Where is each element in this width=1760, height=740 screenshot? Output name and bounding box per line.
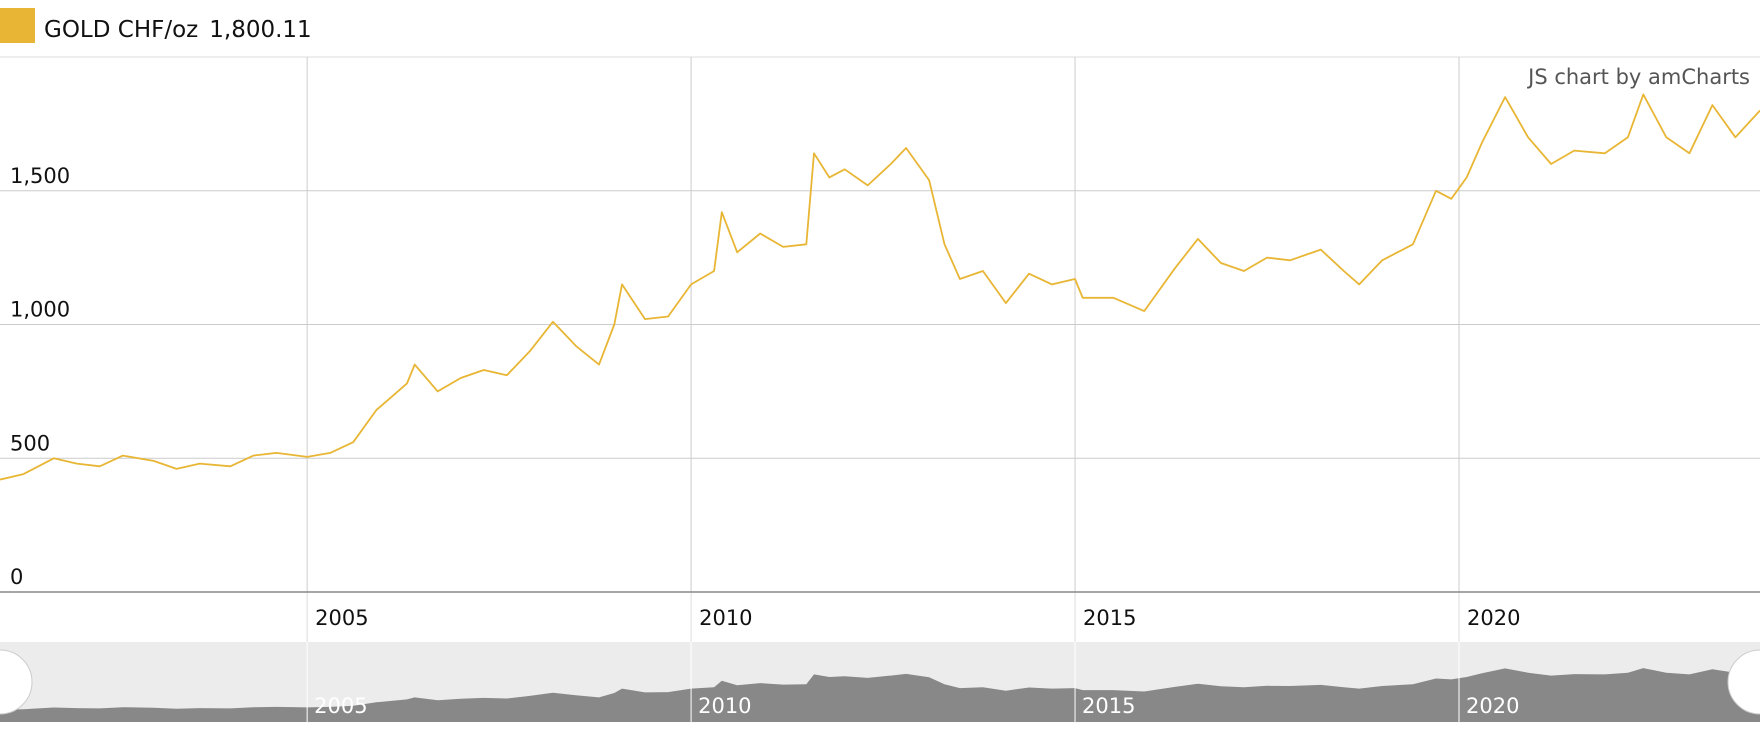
- scroll-grip-left[interactable]: [0, 649, 33, 715]
- scrollbar-area: [0, 668, 1760, 722]
- y-tick-label: 1,500: [10, 164, 70, 188]
- scrollbar-label: 2005: [314, 694, 367, 718]
- legend-value: 1,800.11: [209, 17, 311, 43]
- y-tick-label: 1,000: [10, 298, 70, 322]
- y-tick-label: 500: [10, 431, 50, 455]
- x-tick-label: 2010: [699, 606, 752, 630]
- credit: JS chart by amCharts: [1526, 65, 1750, 89]
- y-tick-label: 0: [10, 565, 23, 589]
- scrollbar-label: 2010: [698, 694, 751, 718]
- legend-label: GOLD CHF/oz: [44, 17, 198, 43]
- scrollbar-label: 2020: [1466, 694, 1519, 718]
- scrollbar-label: 2015: [1082, 694, 1135, 718]
- x-tick-label: 2020: [1467, 606, 1520, 630]
- legend-swatch: [0, 8, 35, 43]
- x-tick-label: 2005: [315, 606, 368, 630]
- scroll-grip-right[interactable]: [1727, 649, 1760, 715]
- x-tick-label: 2015: [1083, 606, 1136, 630]
- line: [0, 93, 1760, 481]
